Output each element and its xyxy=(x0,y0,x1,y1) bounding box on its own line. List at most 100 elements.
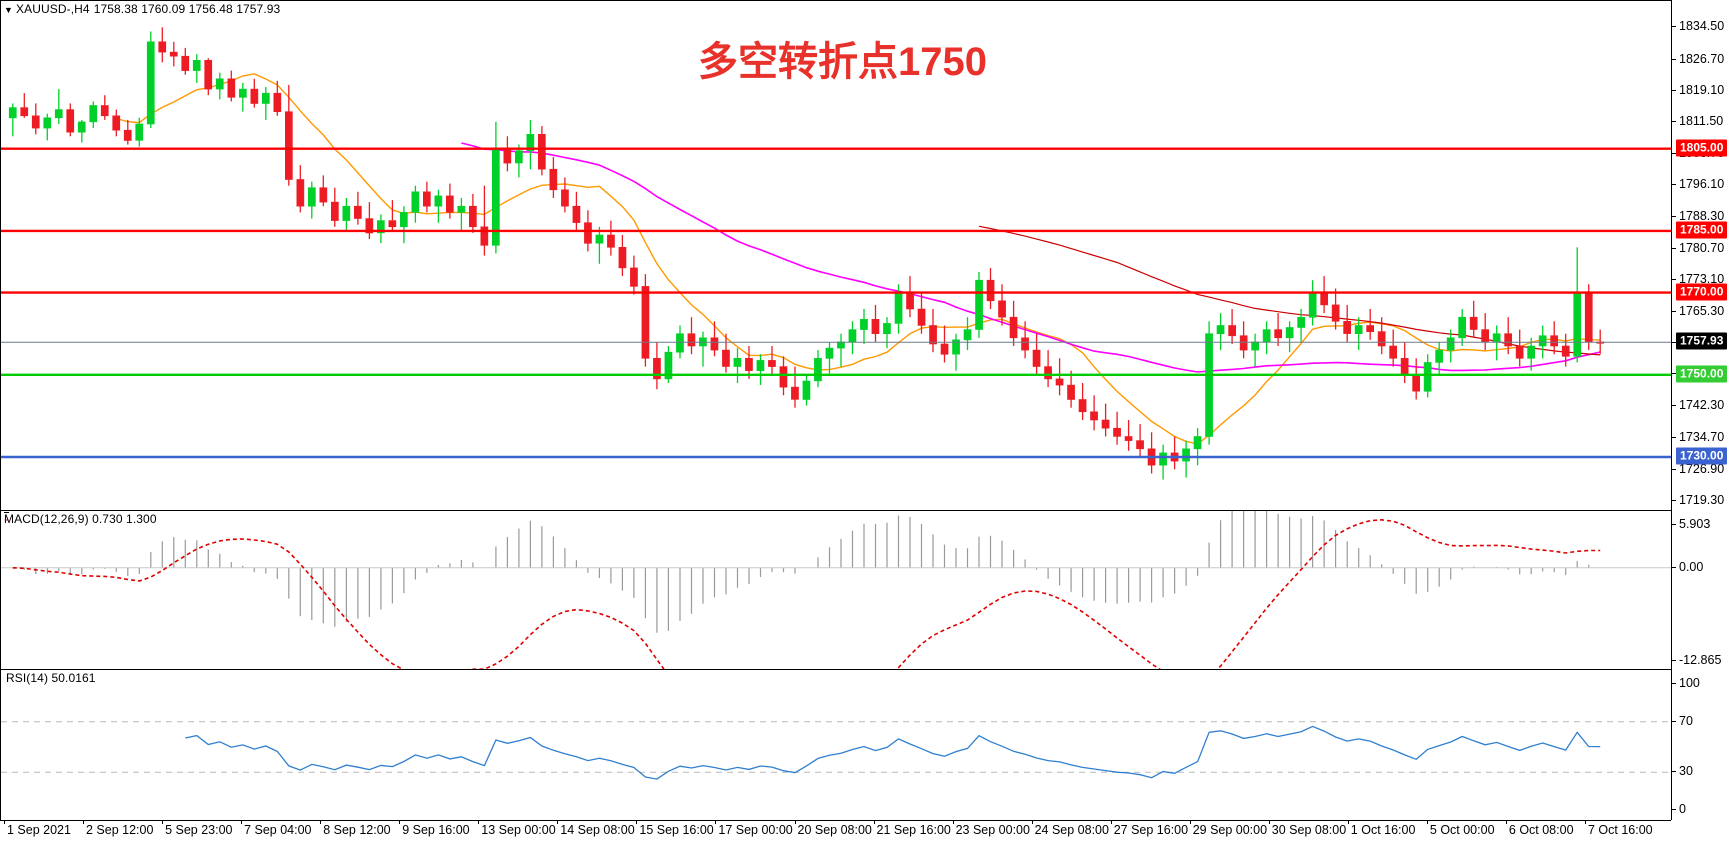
price-level-tag[interactable]: 1805.00 xyxy=(1676,139,1728,157)
time-axis-tick xyxy=(1426,820,1428,824)
axis-tick xyxy=(1671,436,1676,438)
price-level-tag[interactable]: 1750.00 xyxy=(1676,365,1728,383)
chart-annotation: 多空转折点1750 xyxy=(698,40,987,84)
time-axis-label: 2 Sep 12:00 xyxy=(86,823,154,837)
axis-tick xyxy=(1671,405,1676,407)
axis-tick xyxy=(1671,524,1676,525)
time-axis-label: 7 Sep 04:00 xyxy=(244,823,312,837)
axis-tick xyxy=(1671,247,1676,249)
axis-tick xyxy=(1671,660,1676,661)
time-axis-tick xyxy=(873,820,875,824)
time-axis-label: 21 Sep 16:00 xyxy=(876,823,951,837)
macd-header[interactable]: - MACD(12,26,9) 0.730 1.300 xyxy=(4,512,157,526)
price-axis-label: 1796.10 xyxy=(1679,177,1725,192)
time-axis-label: 15 Sep 16:00 xyxy=(639,823,714,837)
macd-dash-icon: - xyxy=(4,512,9,526)
price-level-tag[interactable]: 1785.00 xyxy=(1676,221,1728,239)
time-axis-tick xyxy=(162,820,164,824)
time-axis-tick xyxy=(478,820,480,824)
time-axis-tick xyxy=(83,820,84,824)
time-axis-tick xyxy=(715,820,717,824)
time-axis-label: 23 Sep 00:00 xyxy=(955,823,1030,837)
price-axis-label: 1811.50 xyxy=(1679,113,1724,128)
symbol-label: XAUUSD-,H4 xyxy=(16,2,90,16)
rsi-axis-label: 70 xyxy=(1679,713,1693,728)
time-axis-label: 30 Sep 08:00 xyxy=(1271,823,1347,837)
time-axis-tick xyxy=(1505,820,1507,824)
time-axis-tick xyxy=(1268,820,1270,824)
chevron-down-icon[interactable]: ▼ xyxy=(4,4,14,15)
axis-tick xyxy=(1671,184,1676,186)
price-scale-axis[interactable]: 1834.501826.701819.101811.501803.701796.… xyxy=(1671,0,1728,842)
price-panel xyxy=(0,0,1672,511)
time-axis-tick xyxy=(557,820,559,824)
time-axis-label: 7 Oct 16:00 xyxy=(1588,823,1653,837)
macd-label: MACD(12,26,9) 0.730 1.300 xyxy=(4,512,157,526)
ohlc-values: 1758.38 1760.09 1756.48 1757.93 xyxy=(93,2,281,16)
rsi-panel xyxy=(0,669,1672,821)
axis-tick xyxy=(1671,89,1676,91)
rsi-header[interactable]: RSI(14) 50.0161 xyxy=(6,671,96,685)
time-axis-label: 17 Sep 00:00 xyxy=(718,823,793,837)
time-axis-tick xyxy=(1585,820,1586,824)
price-axis-label: 1819.10 xyxy=(1679,82,1725,97)
price-axis-label: 1726.90 xyxy=(1679,461,1725,476)
time-axis-tick xyxy=(4,820,5,824)
time-axis-label: 1 Sep 2021 xyxy=(7,823,71,837)
rsi-axis-label: 30 xyxy=(1679,764,1693,779)
price-level-tag[interactable]: 1770.00 xyxy=(1676,283,1728,301)
price-axis-label: 1773.10 xyxy=(1679,271,1725,286)
time-axis-tick xyxy=(952,820,954,824)
macd-panel xyxy=(0,510,1672,670)
axis-tick xyxy=(1671,373,1676,375)
price-level-tag[interactable]: 1730.00 xyxy=(1676,447,1728,465)
axis-tick xyxy=(1671,468,1676,470)
price-axis-label: 1788.30 xyxy=(1679,209,1725,224)
axis-tick xyxy=(1671,58,1676,60)
time-axis-label: 14 Sep 08:00 xyxy=(560,823,635,837)
macd-axis-label: -12.865 xyxy=(1679,653,1722,667)
time-axis-tick xyxy=(1347,820,1349,824)
price-axis-label: 1834.50 xyxy=(1679,19,1725,34)
time-axis-tick xyxy=(320,820,322,824)
symbol-header[interactable]: ▼ XAUUSD-,H4 1758.38 1760.09 1756.48 1757.… xyxy=(4,2,280,16)
axis-tick xyxy=(1671,26,1676,28)
time-axis-label: 29 Sep 00:00 xyxy=(1192,823,1268,837)
axis-tick xyxy=(1671,500,1676,501)
rsi-axis-label: 100 xyxy=(1679,676,1700,690)
time-axis-tick xyxy=(241,820,243,824)
axis-tick xyxy=(1671,120,1676,122)
price-axis-label: 1742.30 xyxy=(1679,398,1725,413)
time-axis-label: 24 Sep 08:00 xyxy=(1034,823,1109,837)
macd-axis-label: 5.903 xyxy=(1679,517,1711,531)
rsi-label: RSI(14) 50.0161 xyxy=(6,671,96,685)
time-axis-label: 5 Oct 00:00 xyxy=(1429,823,1495,837)
price-axis-label: 1734.70 xyxy=(1679,429,1725,444)
time-axis-tick xyxy=(794,820,796,824)
time-axis-label: 27 Sep 16:00 xyxy=(1113,823,1189,837)
time-axis-tick xyxy=(1110,820,1112,824)
time-axis-label: 5 Sep 23:00 xyxy=(165,823,233,837)
rsi-axis-label: 0 xyxy=(1679,802,1686,816)
axis-tick xyxy=(1671,342,1676,344)
time-axis-tick xyxy=(399,820,401,824)
price-axis-label: 1826.70 xyxy=(1679,51,1725,66)
price-level-tag[interactable]: 1757.93 xyxy=(1676,332,1728,350)
axis-tick xyxy=(1671,771,1676,773)
time-axis-label: 1 Oct 16:00 xyxy=(1350,823,1416,837)
axis-tick xyxy=(1671,683,1676,684)
time-axis-label: 9 Sep 16:00 xyxy=(402,823,470,837)
axis-tick xyxy=(1671,216,1676,218)
axis-tick xyxy=(1671,310,1676,312)
time-axis-label: 8 Sep 12:00 xyxy=(323,823,391,837)
time-axis-tick xyxy=(1189,820,1191,824)
time-axis-tick xyxy=(636,820,638,824)
price-axis-label: 1765.30 xyxy=(1679,303,1725,318)
time-axis-tick xyxy=(1031,820,1033,824)
axis-tick xyxy=(1671,278,1676,280)
price-axis-label: 1719.30 xyxy=(1679,493,1725,507)
axis-tick xyxy=(1671,720,1676,722)
axis-tick xyxy=(1671,153,1676,154)
time-scale-axis[interactable]: 1 Sep 2021 2 Sep 12:00 5 Sep 23:00 7 Sep 04… xyxy=(0,820,1728,842)
